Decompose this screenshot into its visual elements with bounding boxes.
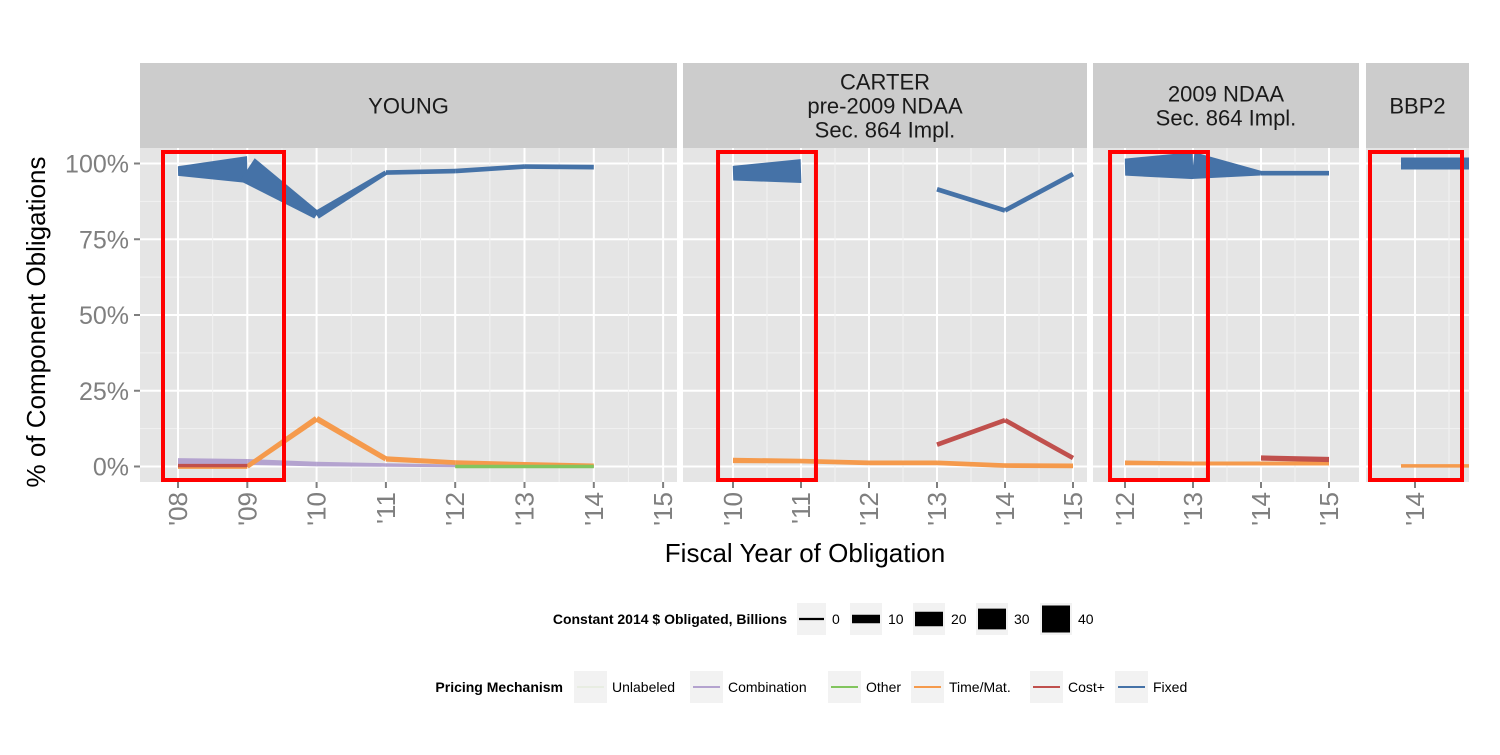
x-axis-title: Fiscal Year of Obligation: [665, 538, 945, 568]
gridlines: [1093, 148, 1359, 482]
x-tick-label: '14: [579, 492, 609, 526]
size-legend-label: 20: [951, 611, 967, 627]
series-segment: [1260, 455, 1330, 463]
y-axis-title: % of Component Obligations: [21, 157, 51, 488]
facet-strip-label: CARTER pre-2009 NDAA Sec. 864 Impl.: [807, 70, 963, 143]
series-segment: [455, 164, 525, 174]
series-segment: [315, 416, 388, 462]
size-legend: Constant 2014 $ Obligated, Billions 0 10 2…: [553, 603, 1094, 635]
series-segment: [455, 464, 525, 469]
x-tick-label: '12: [1110, 492, 1140, 526]
highlight-box: [161, 150, 286, 482]
gridlines: [683, 148, 1087, 482]
x-tick-label: '15: [1058, 492, 1088, 526]
color-legend-label: Combination: [728, 679, 807, 695]
x-tick-label: '15: [1314, 492, 1344, 526]
series-group: [732, 159, 1075, 469]
series-segment: [314, 170, 388, 219]
series-segment: [1003, 418, 1075, 461]
series-segment: [247, 458, 317, 467]
x-tick-label: '14: [1246, 492, 1276, 526]
x-tick-label: '11: [786, 492, 816, 524]
series-segment: [455, 460, 525, 467]
series-segment: [239, 158, 319, 219]
x-tick-label: '11: [371, 492, 401, 524]
facet-strip: [140, 63, 677, 148]
size-legend-label: 30: [1014, 611, 1030, 627]
size-legend-label: 10: [888, 611, 904, 627]
y-tick-label: 50%: [79, 302, 129, 330]
gridlines: [140, 148, 677, 482]
series-segment: [936, 460, 1006, 468]
y-tick-label: 75%: [79, 226, 129, 254]
color-legend-label: Other: [866, 679, 901, 695]
facet-strip-label: BBP2: [1389, 94, 1445, 119]
series-segment: [1261, 170, 1329, 176]
series-segment: [177, 156, 248, 184]
y-tick-label: 100%: [65, 151, 129, 179]
highlight-box: [716, 150, 818, 482]
facet-strip-label: YOUNG: [368, 94, 449, 119]
series-segment: [385, 456, 456, 465]
x-tick-label: '12: [440, 492, 470, 526]
x-tick-label: '09: [232, 492, 262, 526]
series-segment: [316, 461, 386, 467]
size-legend-label: 40: [1078, 611, 1094, 627]
series-segment: [869, 460, 937, 466]
color-legend-label: Unlabeled: [612, 679, 675, 695]
x-tick-label: '12: [854, 492, 884, 526]
x-tick-label: '13: [1178, 492, 1208, 526]
series-segment: [177, 458, 248, 465]
x-tick-label: '14: [990, 492, 1020, 526]
x-tick-label: '13: [510, 492, 540, 526]
series-segment: [1003, 172, 1075, 213]
facet-strip: [683, 63, 1087, 148]
series-segment: [178, 463, 248, 468]
facet-panel: YOUNG '08 '09 '10 '11 '12 '13 '14 '15: [140, 63, 678, 526]
series-segment: [524, 164, 594, 170]
facet-panel: BBP2 '14: [1366, 63, 1469, 526]
x-tick-label: '08: [163, 492, 193, 526]
highlight-box: [1108, 150, 1210, 482]
series-segment: [385, 463, 456, 468]
series-segment: [1004, 463, 1074, 469]
facet-panel: 2009 NDAA Sec. 864 Impl. '12 '13 '14 '15: [1093, 63, 1359, 526]
series-segment: [1124, 460, 1194, 466]
color-legend-label: Cost+: [1068, 679, 1105, 695]
x-tick-label: '13: [922, 492, 952, 526]
series-segment: [1124, 152, 1194, 180]
x-tick-label: '10: [718, 492, 748, 526]
x-tick-label: '10: [302, 492, 332, 526]
series-segment: [800, 458, 870, 466]
series-segment: [385, 168, 456, 175]
facet-strip: [1093, 63, 1359, 148]
series-segment: [936, 417, 1006, 447]
color-legend-label: Fixed: [1153, 679, 1187, 695]
series-segment: [524, 464, 594, 469]
highlight-box: [1368, 150, 1464, 482]
facet-panel: CARTER pre-2009 NDAA Sec. 864 Impl. '10 '11 '…: [683, 63, 1088, 526]
facet-strip-label: 2009 NDAA Sec. 864 Impl.: [1156, 82, 1297, 131]
series-segment: [732, 159, 802, 184]
y-tick-label: 0%: [93, 454, 129, 482]
size-legend-label: 0: [832, 611, 840, 627]
color-legend-title: Pricing Mechanism: [435, 679, 563, 695]
x-tick-label: '15: [648, 492, 678, 526]
series-group: [177, 156, 594, 469]
y-axis: 0% 25% 50% 75% 100%: [65, 151, 140, 482]
x-tick-label: '14: [1400, 492, 1430, 526]
color-legend-label: Time/Mat.: [949, 679, 1011, 695]
series-segment: [732, 457, 802, 464]
series-segment: [936, 187, 1006, 213]
facet-strip: [1366, 63, 1469, 148]
color-legend: Pricing Mechanism Unlabeled Combination Ot…: [435, 671, 1187, 703]
series-segment: [1261, 461, 1329, 466]
size-legend-title: Constant 2014 $ Obligated, Billions: [553, 611, 787, 627]
series-segment: [1193, 461, 1261, 466]
y-tick-label: 25%: [79, 378, 129, 406]
